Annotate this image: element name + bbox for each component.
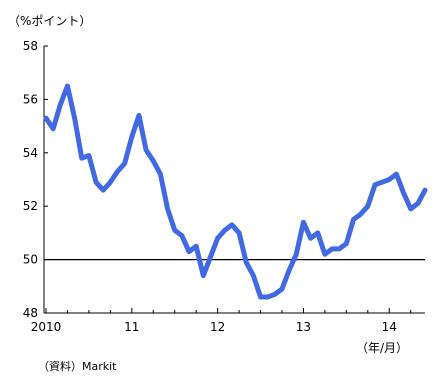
series-line xyxy=(43,83,428,300)
y-axis-ticks: 48 50 52 54 56 58 xyxy=(23,39,48,320)
x-tick-label: 12 xyxy=(210,320,225,334)
y-tick-label: 48 xyxy=(23,306,38,320)
x-tick-label: 2010 xyxy=(31,320,62,334)
series-group xyxy=(43,83,428,300)
source-note: （資料）Markit xyxy=(38,359,117,373)
y-tick-label: 54 xyxy=(23,146,38,160)
x-tick-label: 13 xyxy=(296,320,311,334)
x-unit-label: （年/月） xyxy=(356,341,408,355)
x-tick-label: 11 xyxy=(124,320,139,334)
y-tick-label: 58 xyxy=(23,39,38,53)
x-tick-label: 14 xyxy=(382,320,397,334)
y-tick-label: 50 xyxy=(23,253,38,267)
y-tick-label: 52 xyxy=(23,199,38,213)
y-unit-label: （%ポイント） xyxy=(8,14,91,28)
y-tick-label: 56 xyxy=(23,92,38,106)
x-axis-ticks: 2010 11 12 13 14 xyxy=(31,308,412,334)
